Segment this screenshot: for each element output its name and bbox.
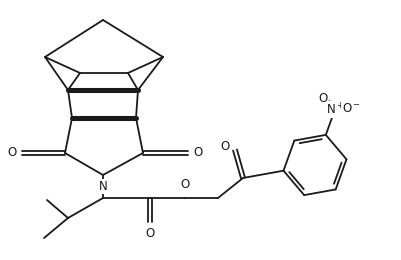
Text: O: O [145, 227, 154, 240]
Text: O: O [318, 92, 327, 105]
Text: N$^+$: N$^+$ [325, 102, 343, 117]
Text: O: O [220, 140, 229, 153]
Text: O: O [192, 146, 202, 159]
Text: N: N [98, 180, 107, 193]
Text: O$^-$: O$^-$ [341, 102, 360, 115]
Text: O: O [8, 146, 17, 159]
Text: O: O [180, 178, 189, 191]
